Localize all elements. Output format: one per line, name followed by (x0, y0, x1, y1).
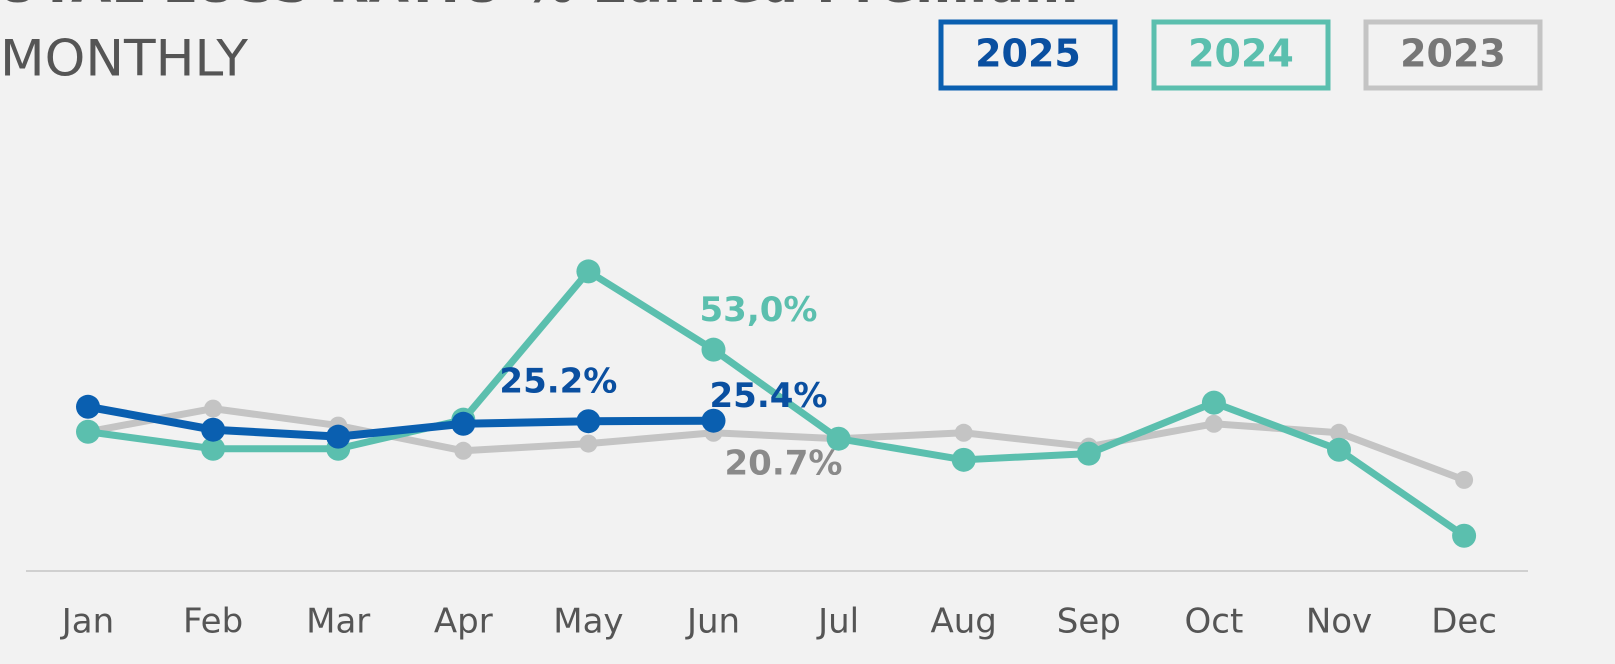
data-point (201, 417, 226, 442)
legend-box (938, 19, 1118, 91)
legend-label: 2023 (1400, 32, 1506, 76)
x-tick-label: Sep (1057, 602, 1121, 642)
chart-title: TOTAL LOSS RATIO % Earned Premium (0, 0, 1078, 15)
data-label: 20.7% (725, 443, 843, 483)
x-tick-label: Nov (1306, 602, 1372, 642)
legend-label: 2024 (1188, 32, 1294, 76)
data-point (951, 447, 976, 472)
x-tick-label: Dec (1431, 602, 1497, 642)
x-tick-label: Oct (1185, 602, 1244, 642)
data-point (576, 259, 601, 284)
data-point (1201, 390, 1226, 415)
data-point (1452, 523, 1477, 548)
x-tick-label: May (553, 602, 623, 642)
data-point (579, 434, 598, 453)
data-point (204, 399, 223, 418)
data-point (451, 411, 476, 436)
x-tick-label: Mar (306, 602, 370, 642)
data-point (1330, 423, 1348, 442)
data-point (576, 409, 601, 434)
data-point (76, 394, 100, 419)
data-label: 53,0% (700, 290, 818, 330)
series-line (87, 405, 1466, 484)
data-point (1455, 470, 1474, 489)
series-line (87, 402, 714, 441)
chart-subtitle: MONTHLY (0, 30, 248, 88)
x-tick-label: Jun (685, 602, 740, 642)
data-point (201, 436, 226, 461)
legend-box (1151, 19, 1331, 91)
data-point (1327, 437, 1351, 462)
series-line (87, 267, 1467, 539)
legend-label: 2025 (975, 32, 1081, 76)
data-point (701, 408, 726, 433)
data-point (76, 419, 100, 444)
data-point (326, 424, 351, 449)
data-point (826, 426, 851, 451)
x-tick-label: Jul (816, 602, 859, 642)
data-point (954, 423, 973, 442)
x-tick-label: Feb (183, 602, 243, 642)
data-label: 25.2% (499, 362, 617, 402)
data-point (1204, 414, 1223, 433)
data-label: 25.4% (710, 376, 828, 416)
data-point (454, 441, 473, 460)
x-tick-label: Jan (60, 602, 114, 642)
legend-box (1363, 19, 1543, 91)
data-point (1076, 441, 1101, 466)
data-point (701, 337, 726, 362)
x-tick-label: Aug (931, 602, 997, 642)
x-tick-label: Apr (434, 602, 493, 642)
